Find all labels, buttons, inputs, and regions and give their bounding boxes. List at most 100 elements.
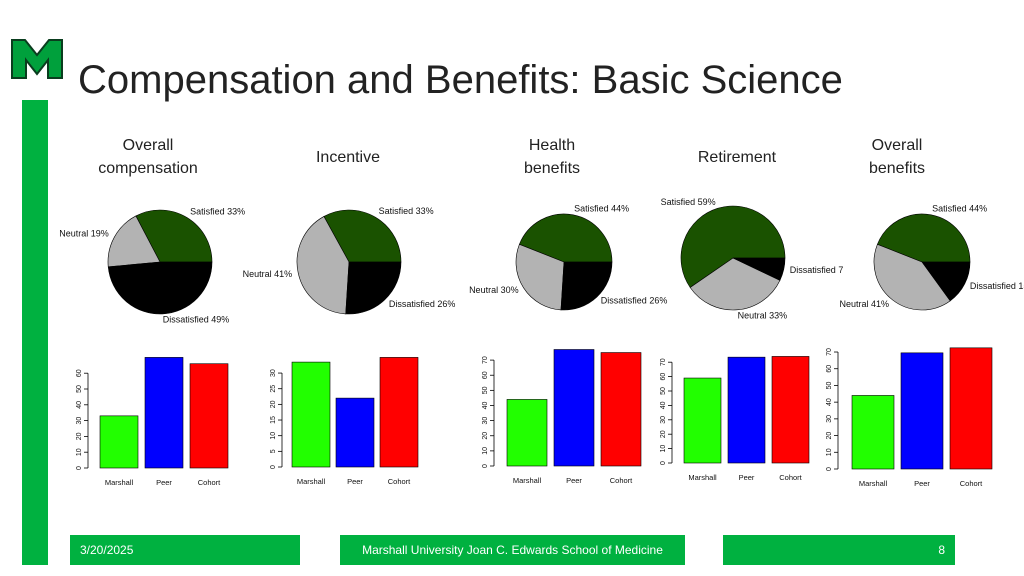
y-tick-label: 40: [482, 401, 489, 409]
x-tick-label: Marshall: [297, 477, 326, 486]
y-tick-label: 20: [76, 432, 83, 440]
x-tick-label: Cohort: [198, 478, 221, 487]
pie-slice: [873, 243, 951, 311]
y-tick-label: 60: [76, 369, 83, 377]
y-tick-label: 70: [660, 358, 667, 366]
pie-slice: [515, 243, 565, 311]
y-tick-label: 40: [76, 401, 83, 409]
y-tick-label: 0: [660, 461, 667, 465]
pie-slice: [876, 213, 971, 263]
y-tick-label: 60: [482, 371, 489, 379]
x-tick-label: Cohort: [388, 477, 411, 486]
pie-slice: [921, 261, 971, 302]
slide-title: Compensation and Benefits: Basic Science: [78, 58, 843, 102]
chart-title: Health benefits: [523, 137, 581, 177]
y-tick-label: 5: [270, 449, 277, 453]
chart-title: Overall benefits: [868, 137, 926, 177]
y-tick-label: 0: [270, 465, 277, 469]
pie-slice: [107, 215, 161, 268]
slice-label: Neutral 19%: [59, 229, 109, 239]
pie-slice: [135, 209, 213, 263]
y-tick-label: 30: [76, 417, 83, 425]
y-tick-label: 10: [270, 432, 277, 440]
bar: [900, 352, 944, 470]
y-tick-label: 0: [482, 464, 489, 468]
bar: [683, 377, 722, 464]
slice-label: Satisfied 33%: [190, 207, 245, 217]
slice-label: Satisfied 44%: [574, 204, 629, 214]
y-tick-label: 0: [76, 466, 83, 470]
y-tick-label: 20: [270, 400, 277, 408]
bar: [335, 397, 375, 468]
y-tick-label: 50: [76, 385, 83, 393]
y-tick-label: 30: [482, 417, 489, 425]
bar: [949, 347, 993, 470]
x-tick-label: Marshall: [859, 479, 888, 488]
x-tick-label: Peer: [914, 479, 930, 488]
x-tick-label: Peer: [739, 473, 755, 482]
y-tick-label: 50: [660, 387, 667, 395]
footer-date: 3/20/2025: [70, 535, 300, 565]
slice-label: Neutral 41%: [243, 269, 293, 279]
bar: [600, 352, 642, 467]
bar: [506, 399, 548, 467]
chart-title: Incentive: [315, 149, 381, 166]
slice-label: Satisfied 44%: [932, 204, 987, 214]
bar: [553, 349, 595, 467]
x-tick-label: Cohort: [610, 476, 633, 485]
y-tick-label: 30: [270, 369, 277, 377]
bar: [851, 395, 895, 470]
bar: [771, 356, 810, 464]
y-tick-label: 10: [482, 447, 489, 455]
slice-label: Dissatisfied 7: [790, 265, 844, 275]
y-tick-label: 40: [660, 401, 667, 409]
slice-label: Dissatisfied 49%: [163, 315, 230, 325]
y-tick-label: 25: [270, 385, 277, 393]
slice-label: Satisfied 33%: [379, 206, 434, 216]
slice-label: Dissatisfied 26%: [389, 299, 456, 309]
x-tick-label: Marshall: [688, 473, 717, 482]
x-tick-label: Peer: [566, 476, 582, 485]
footer-org: Marshall University Joan C. Edwards Scho…: [340, 535, 685, 565]
slice-label: Neutral 30%: [469, 285, 519, 295]
y-tick-label: 20: [660, 430, 667, 438]
bar: [727, 356, 766, 464]
x-tick-label: Marshall: [513, 476, 542, 485]
y-tick-label: 50: [826, 381, 833, 389]
pie-slice: [689, 257, 781, 311]
slice-label: Neutral 41%: [840, 299, 890, 309]
y-tick-label: 70: [482, 356, 489, 364]
x-tick-label: Cohort: [779, 473, 802, 482]
slice-label: Satisfied 59%: [661, 197, 716, 207]
y-tick-label: 70: [826, 348, 833, 356]
bar: [189, 363, 229, 469]
slice-label: Neutral 33%: [738, 310, 788, 320]
bar: [99, 415, 139, 469]
y-tick-label: 10: [76, 448, 83, 456]
x-tick-label: Peer: [156, 478, 172, 487]
y-tick-label: 15: [270, 416, 277, 424]
bar: [379, 357, 419, 468]
x-tick-label: Marshall: [105, 478, 134, 487]
chart-title: Overall compensation: [98, 137, 198, 177]
x-tick-label: Peer: [347, 477, 363, 486]
y-tick-label: 10: [826, 448, 833, 456]
pie-slice: [345, 261, 402, 315]
slice-label: Dissatisfied 26%: [601, 296, 668, 306]
y-tick-label: 30: [826, 415, 833, 423]
pie-slice: [560, 261, 613, 311]
pie-slice: [680, 205, 786, 288]
chart-title: Retirement: [697, 149, 777, 166]
y-tick-label: 20: [482, 432, 489, 440]
y-tick-label: 60: [826, 365, 833, 373]
y-tick-label: 30: [660, 416, 667, 424]
pie-slice: [732, 257, 786, 281]
x-tick-label: Cohort: [960, 479, 983, 488]
footer-page: 8: [723, 535, 955, 565]
y-tick-label: 60: [660, 373, 667, 381]
y-tick-label: 0: [826, 467, 833, 471]
slice-label: Dissatisfied 15: [970, 281, 1024, 291]
pie-slice: [296, 216, 350, 315]
